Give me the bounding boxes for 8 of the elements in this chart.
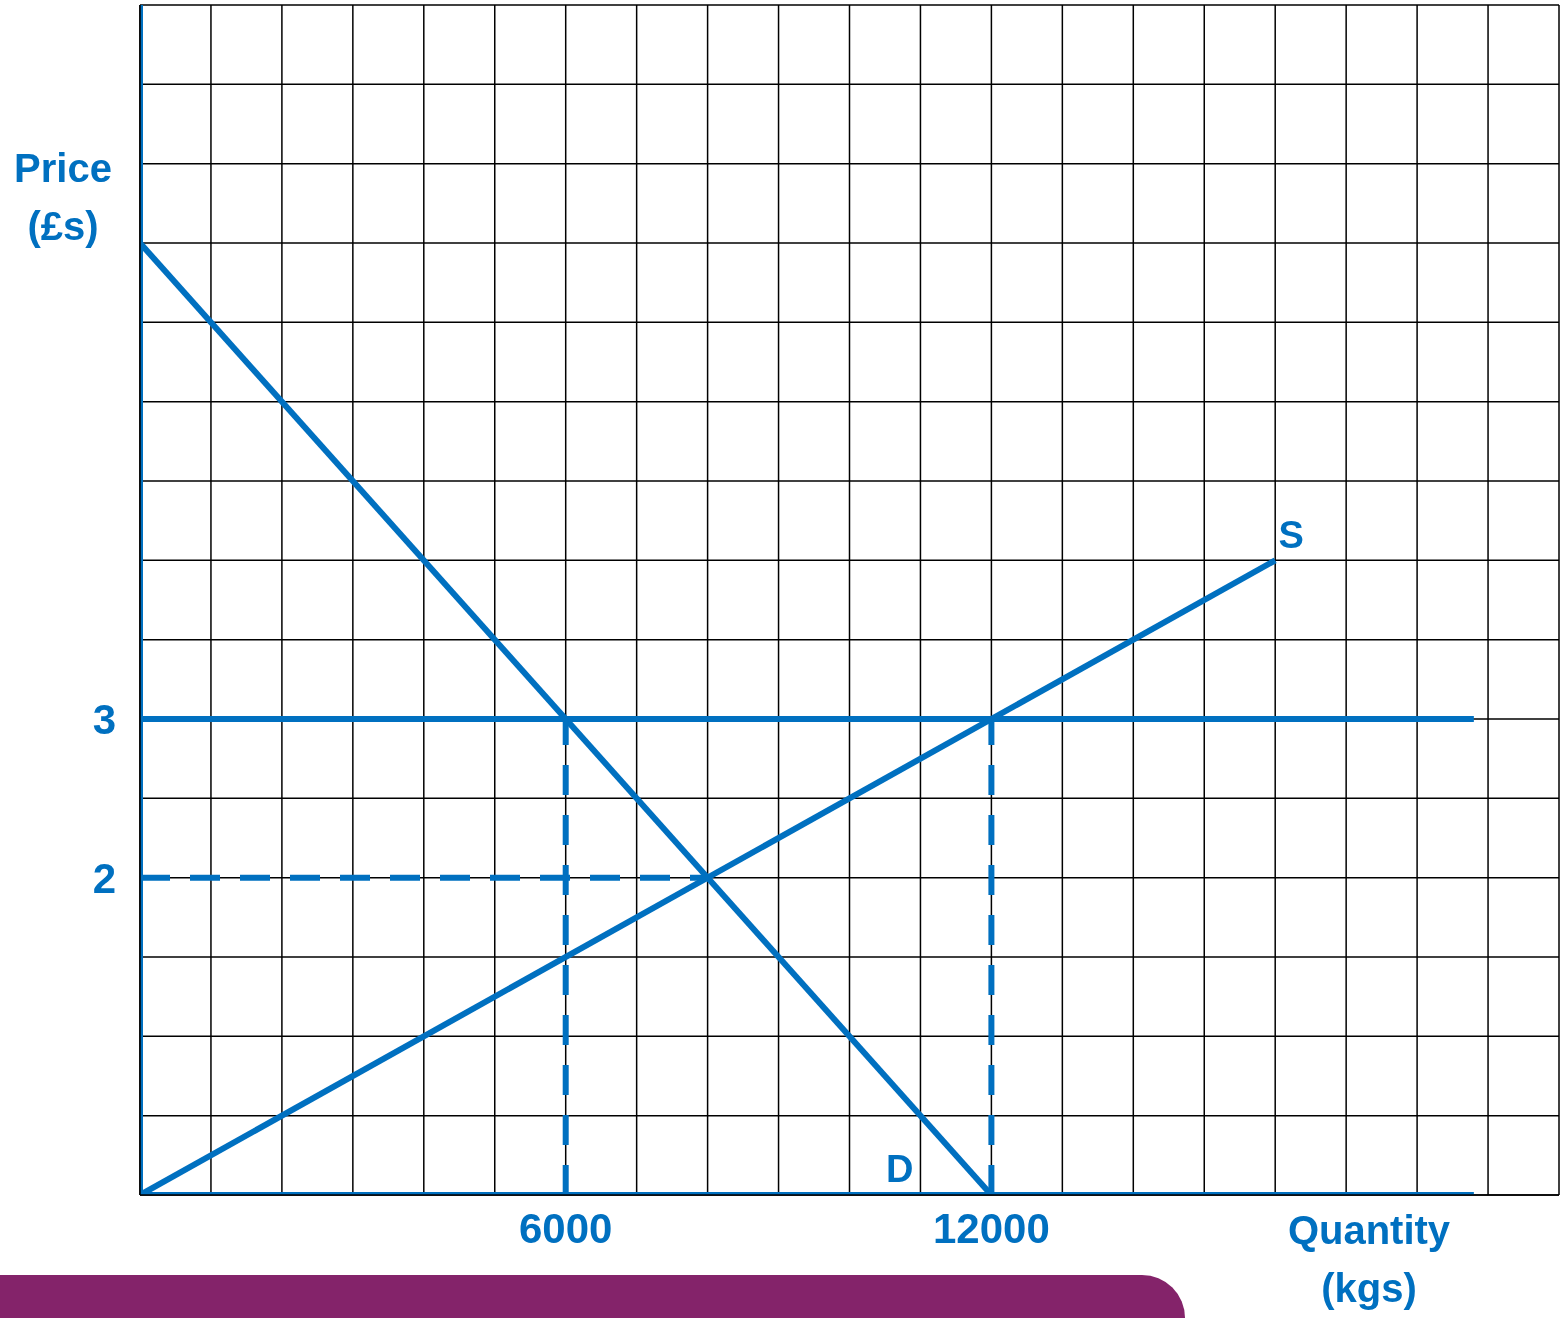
y-tick-label: 2 xyxy=(92,854,116,902)
x-tick-label: 12000 xyxy=(933,1204,1050,1252)
y-tick-label: 3 xyxy=(92,695,116,743)
x-tick-label: 6000 xyxy=(518,1204,613,1252)
series-label: S xyxy=(1278,514,1304,557)
y-axis-title: Price (£s) xyxy=(13,145,113,250)
x-axis-title: Quantity (kgs) xyxy=(1286,1207,1452,1312)
series-label: D xyxy=(885,1148,914,1190)
